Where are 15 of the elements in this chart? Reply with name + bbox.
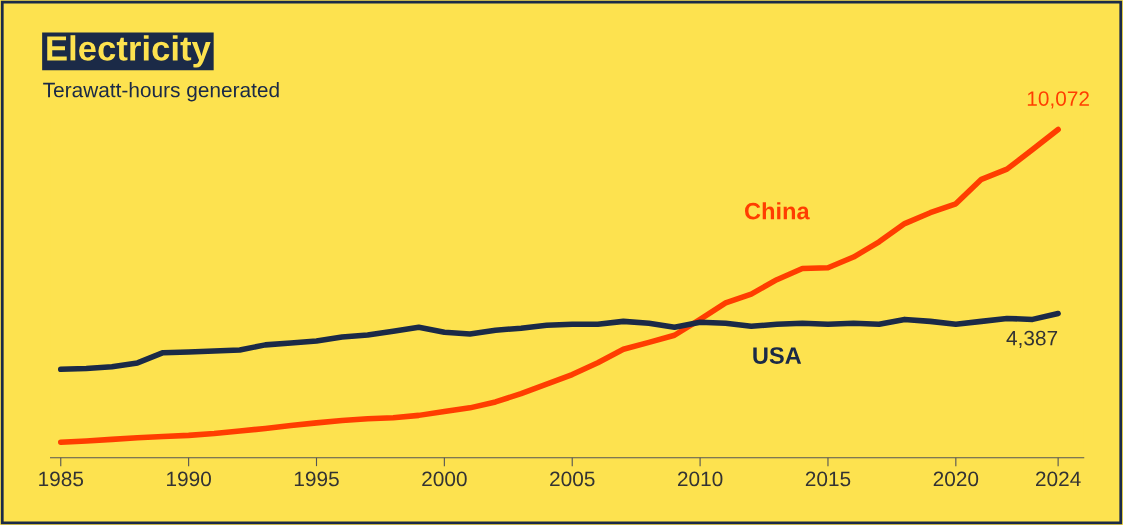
x-tick-label: 2000: [422, 471, 467, 487]
chart-title: Electricity: [47, 35, 211, 68]
x-tick-label: 2010: [677, 471, 723, 487]
x-tick-label: 2024: [1036, 471, 1081, 487]
data-label: 4,387: [1006, 330, 1058, 348]
x-tick-label: 2005: [550, 471, 595, 487]
data-label: 10,072: [1027, 91, 1089, 109]
x-tick-label: 1995: [294, 471, 339, 487]
x-tick-label: 1990: [167, 471, 211, 487]
x-tick-label: 2015: [805, 471, 851, 487]
text: China: [744, 202, 810, 220]
x-tick-label: 2020: [933, 471, 979, 487]
series-label: USA: [753, 347, 802, 364]
chart-subtitle: Terawatt-hours generated: [43, 82, 279, 102]
x-tick-label: 1985: [39, 471, 84, 487]
